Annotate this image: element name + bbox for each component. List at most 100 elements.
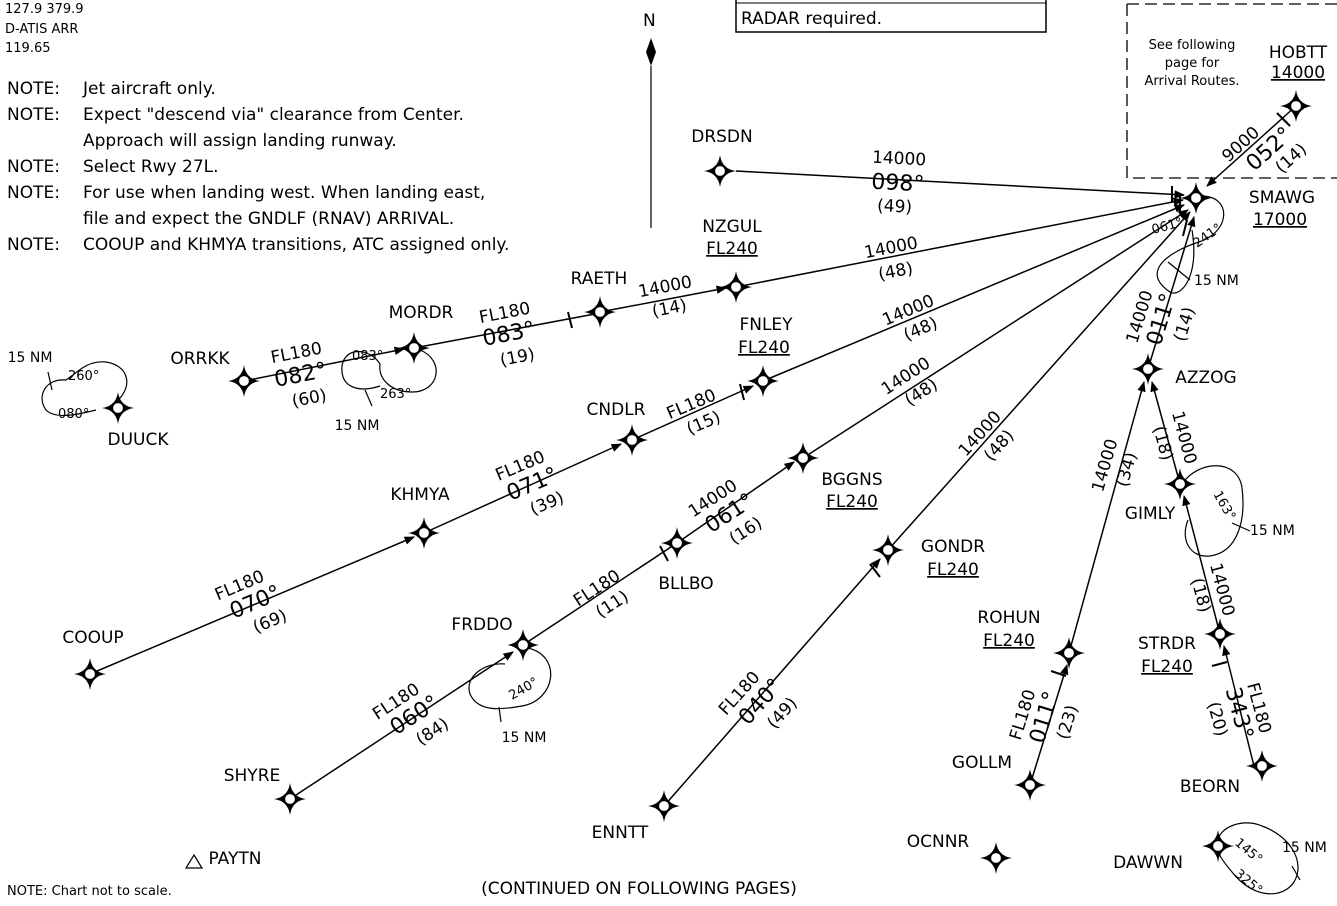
hold-duuck-inbound: 260° — [68, 369, 99, 384]
crossing-ticks — [567, 112, 1291, 677]
fix-gondr-name: GONDR — [921, 537, 985, 557]
fix-strdr-name: STRDR — [1138, 634, 1196, 654]
fix-drsdn-icon[interactable] — [703, 154, 737, 188]
hold-gimly-leg: 15 NM — [1250, 523, 1295, 539]
hold-mordr-tick — [364, 389, 373, 407]
fix-fnley-icon[interactable] — [746, 364, 780, 398]
leg-course: 098° — [871, 170, 925, 198]
note-prefix: NOTE: — [7, 105, 60, 125]
fix-khmya-icon[interactable] — [407, 516, 441, 550]
leg-distance: (60) — [290, 386, 328, 412]
route-leg — [1182, 494, 1221, 635]
hold-dawwn — [1216, 822, 1299, 895]
hold-duuck-leg: 15 NM — [8, 350, 53, 366]
fix-bggns-icon[interactable] — [786, 441, 820, 475]
inset-note-line: page for — [1165, 56, 1220, 71]
note-text: Expect "descend via" clearance from Cent… — [83, 105, 464, 125]
leg-altitude: 14000 — [637, 272, 694, 302]
hold-dawwn-inbound: 145° — [1231, 836, 1265, 868]
route-leg — [599, 285, 728, 313]
fix-raeth-name: RAETH — [571, 269, 628, 289]
fix-drsdn-name: DRSDN — [691, 127, 753, 147]
fix-enntt-icon[interactable] — [647, 789, 681, 823]
fix-azzog-name: AZZOG — [1175, 368, 1236, 388]
hold-gimly-tick — [1231, 522, 1251, 532]
route-leg — [735, 197, 1185, 288]
route-leg — [1029, 663, 1069, 786]
route-leg — [631, 385, 754, 441]
hold-mordr-inbound: 083° — [352, 349, 383, 364]
fix-dawwn-icon[interactable] — [1201, 829, 1235, 863]
leg-altitude: 14000 — [863, 233, 920, 263]
fix-shyre-icon[interactable] — [273, 782, 307, 816]
fix-smawg-alt: 17000 — [1253, 210, 1307, 230]
leg-distance: (49) — [877, 196, 913, 218]
radar-note: RADAR required. — [741, 9, 882, 29]
fix-azzog-icon[interactable] — [1131, 352, 1165, 386]
route-leg — [243, 346, 406, 382]
fix-bggns-alt: FL240 — [826, 492, 878, 512]
fix-bllbo-icon[interactable] — [660, 526, 694, 560]
fix-rohun-name: ROHUN — [977, 608, 1040, 628]
fix-dawwn-name: DAWWN — [1113, 853, 1183, 873]
fix-nzgul-alt: FL240 — [706, 239, 758, 259]
fix-duuck-icon[interactable] — [101, 391, 135, 425]
fix-cndlr-icon[interactable] — [615, 423, 649, 457]
fix-smawg-icon[interactable] — [1179, 181, 1213, 215]
fix-orrkk-icon[interactable] — [227, 364, 261, 398]
hold-duuck-tick — [47, 371, 53, 391]
note-text: Jet aircraft only. — [82, 79, 216, 99]
fix-smawg-name: SMAWG — [1249, 188, 1315, 208]
fix-ocnnr-name: OCNNR — [907, 832, 970, 852]
fix-gondr-icon[interactable] — [871, 533, 905, 567]
scale-note: NOTE: Chart not to scale. — [7, 884, 172, 899]
fix-gimly-icon[interactable] — [1163, 467, 1197, 501]
fix-gollm-icon[interactable] — [1013, 768, 1047, 802]
hold-duuck — [41, 361, 128, 417]
fix-raeth-icon[interactable] — [583, 295, 617, 329]
fix-ocnnr-icon[interactable] — [979, 841, 1013, 875]
route-leg — [802, 209, 1189, 459]
hold-frddo — [468, 647, 552, 710]
fix-bllbo-name: BLLBO — [658, 574, 713, 594]
fix-rohun-icon[interactable] — [1052, 636, 1086, 670]
fix-enntt-name: ENNTT — [592, 823, 649, 843]
leg-distance: (48) — [877, 259, 915, 285]
note-prefix: NOTE: — [7, 235, 60, 255]
north-label: N — [643, 11, 656, 31]
fix-duuck-name: DUUCK — [108, 430, 170, 450]
fix-cndlr-name: CNDLR — [587, 400, 646, 420]
fix-strdr-icon[interactable] — [1203, 617, 1237, 651]
fix-orrkk-name: ORRKK — [170, 349, 230, 369]
fix-mordr-icon[interactable] — [397, 331, 431, 365]
fix-frddo-name: FRDDO — [451, 615, 512, 635]
note-text: For use when landing west. When landing … — [83, 183, 485, 203]
fix-hobtt-icon[interactable] — [1279, 89, 1313, 123]
fix-rohun-alt: FL240 — [983, 631, 1035, 651]
fix-bggns-name: BGGNS — [821, 470, 882, 490]
route-leg — [887, 211, 1191, 551]
route-leg — [663, 558, 881, 807]
route-leg — [1222, 644, 1255, 767]
leg-distance: (14) — [650, 296, 688, 322]
fix-strdr-alt: FL240 — [1141, 657, 1193, 677]
hold-mordr — [341, 349, 437, 393]
fix-nzgul-icon[interactable] — [719, 270, 753, 304]
hold-gimly-inbound: 163° — [1210, 489, 1239, 524]
fix-mordr-name: MORDR — [389, 303, 454, 323]
waypoints — [73, 89, 1313, 875]
fix-cooup-icon[interactable] — [73, 657, 107, 691]
north-arrow: N — [643, 11, 656, 228]
fix-paytn-icon[interactable] — [184, 853, 204, 869]
route-leg — [762, 204, 1185, 382]
fix-hobtt-alt: 14000 — [1271, 63, 1325, 83]
hold-gimly — [1181, 465, 1244, 557]
fix-gondr-alt: FL240 — [927, 560, 979, 580]
fix-khmya-name: KHMYA — [390, 485, 450, 505]
fix-fnley-name: FNLEY — [739, 315, 793, 335]
route-leg — [89, 536, 415, 675]
holding-patterns — [41, 195, 1301, 895]
leg-distance: (19) — [498, 345, 536, 371]
radar-note-box: RADAR required. — [735, 0, 1047, 33]
